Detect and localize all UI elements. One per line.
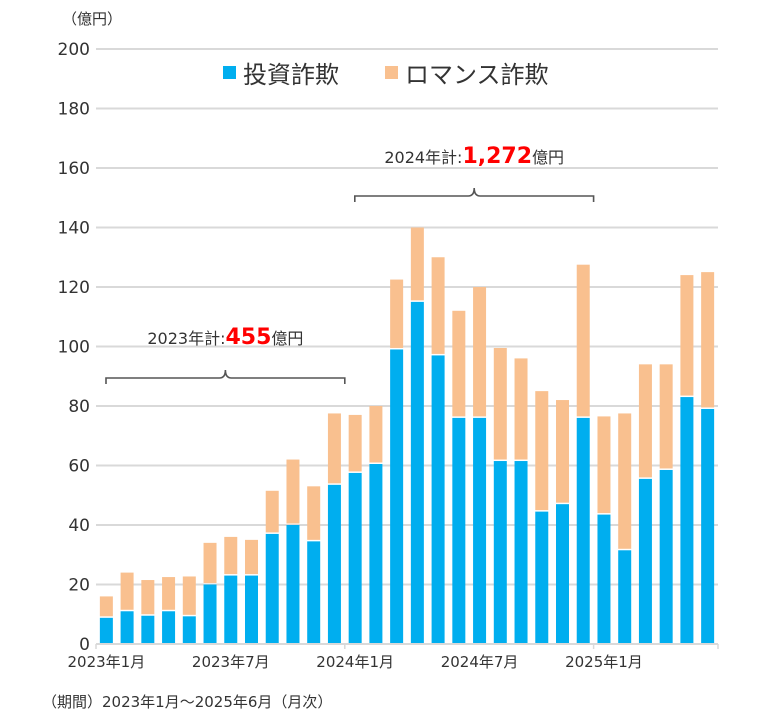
bar-romance xyxy=(659,364,673,469)
bar-romance xyxy=(514,358,528,460)
bar-romance xyxy=(141,580,155,615)
legend: 投資詐欺 ロマンス詐欺 xyxy=(223,61,549,89)
x-tick-label: 2023年1月 xyxy=(68,653,146,671)
bar-romance xyxy=(431,257,445,354)
x-tick-label: 2025年1月 xyxy=(565,653,643,671)
y-tick-label: 0 xyxy=(79,635,90,655)
y-tick-label: 20 xyxy=(68,576,90,596)
bar-romance xyxy=(369,406,383,463)
bar-investment xyxy=(224,575,238,644)
x-tick-label: 2023年7月 xyxy=(192,653,270,671)
bar-investment xyxy=(203,584,217,644)
bar-investment xyxy=(327,484,341,644)
legend-label-investment: 投資詐欺 xyxy=(243,61,339,89)
bar-investment xyxy=(141,615,155,644)
bar-romance xyxy=(618,413,632,549)
bar-romance xyxy=(410,227,424,301)
bar-investment xyxy=(182,616,196,644)
bar-investment xyxy=(431,355,445,644)
bar-investment xyxy=(618,550,632,644)
bar-romance xyxy=(224,536,238,575)
bar-investment xyxy=(514,461,528,644)
bracket xyxy=(354,187,595,202)
bar-romance xyxy=(348,414,362,472)
bar-investment xyxy=(286,525,300,644)
bar-romance xyxy=(120,572,134,610)
bar-investment xyxy=(576,417,590,644)
bar-romance xyxy=(390,279,404,348)
bar-investment xyxy=(410,301,424,644)
y-tick-label: 120 xyxy=(58,278,90,298)
x-tick-label: 2024年7月 xyxy=(441,653,519,671)
bar-investment xyxy=(348,472,362,644)
annotation-prefix: 2023年計: xyxy=(147,329,225,348)
bar-romance xyxy=(556,400,569,503)
bar-romance xyxy=(452,310,466,417)
bar-investment xyxy=(452,417,466,644)
bar-romance xyxy=(245,539,258,575)
annotation-total: 2024年計:1,272億円 xyxy=(384,144,564,169)
bar-investment xyxy=(638,478,652,644)
bar-romance xyxy=(597,416,611,514)
annotation-total: 2023年計:455億円 xyxy=(147,325,303,350)
bar-romance xyxy=(638,364,652,478)
bar-romance xyxy=(286,459,300,524)
bar-investment xyxy=(680,397,694,644)
bar-investment xyxy=(307,541,321,644)
annotation-suffix: 億円 xyxy=(532,148,564,167)
bar-romance xyxy=(701,272,715,408)
bar-investment xyxy=(535,511,549,644)
bar-investment xyxy=(265,533,279,644)
legend-label-romance: ロマンス詐欺 xyxy=(405,61,549,89)
bracket xyxy=(105,369,346,384)
y-tick-label: 100 xyxy=(58,338,90,358)
bar-investment xyxy=(390,349,404,644)
annotation-value: 1,272 xyxy=(462,144,532,169)
legend-swatch-romance xyxy=(385,66,398,79)
y-tick-label: 80 xyxy=(68,397,90,417)
y-tick-label: 60 xyxy=(68,457,90,477)
y-axis-unit-label: （億円） xyxy=(62,10,122,28)
annotation-suffix: 億円 xyxy=(271,329,303,348)
bar-romance xyxy=(493,347,507,460)
bar-romance xyxy=(182,576,196,615)
bar-romance xyxy=(327,413,341,484)
bar-investment xyxy=(473,417,487,644)
annotation-value: 455 xyxy=(225,325,271,350)
bar-romance xyxy=(680,275,694,396)
bar-romance xyxy=(473,287,487,417)
bar-investment xyxy=(245,575,258,644)
y-tick-label: 140 xyxy=(58,219,90,239)
bar-investment xyxy=(659,469,673,644)
annotation-prefix: 2024年計: xyxy=(384,148,462,167)
bar-romance xyxy=(203,542,217,583)
y-tick-label: 200 xyxy=(58,40,90,60)
bar-investment xyxy=(162,611,176,644)
footnote: （期間）2023年1月～2025年6月（月次） xyxy=(42,693,332,711)
bar-romance xyxy=(576,264,590,417)
bar-romance xyxy=(265,490,279,533)
bar-romance xyxy=(307,486,321,540)
bar-investment xyxy=(556,504,569,644)
bar-romance xyxy=(99,596,113,617)
bar-investment xyxy=(369,464,383,644)
bar-investment xyxy=(597,514,611,644)
y-tick-label: 180 xyxy=(58,100,90,120)
bar-investment xyxy=(120,611,134,644)
legend-swatch-investment xyxy=(223,66,236,79)
y-tick-label: 40 xyxy=(68,516,90,536)
y-tick-label: 160 xyxy=(58,159,90,179)
bar-investment xyxy=(701,408,715,644)
x-tick-label: 2024年1月 xyxy=(316,653,394,671)
bar-investment xyxy=(493,461,507,644)
bar-romance xyxy=(162,577,176,610)
bar-investment xyxy=(99,617,113,644)
bar-romance xyxy=(535,391,549,511)
